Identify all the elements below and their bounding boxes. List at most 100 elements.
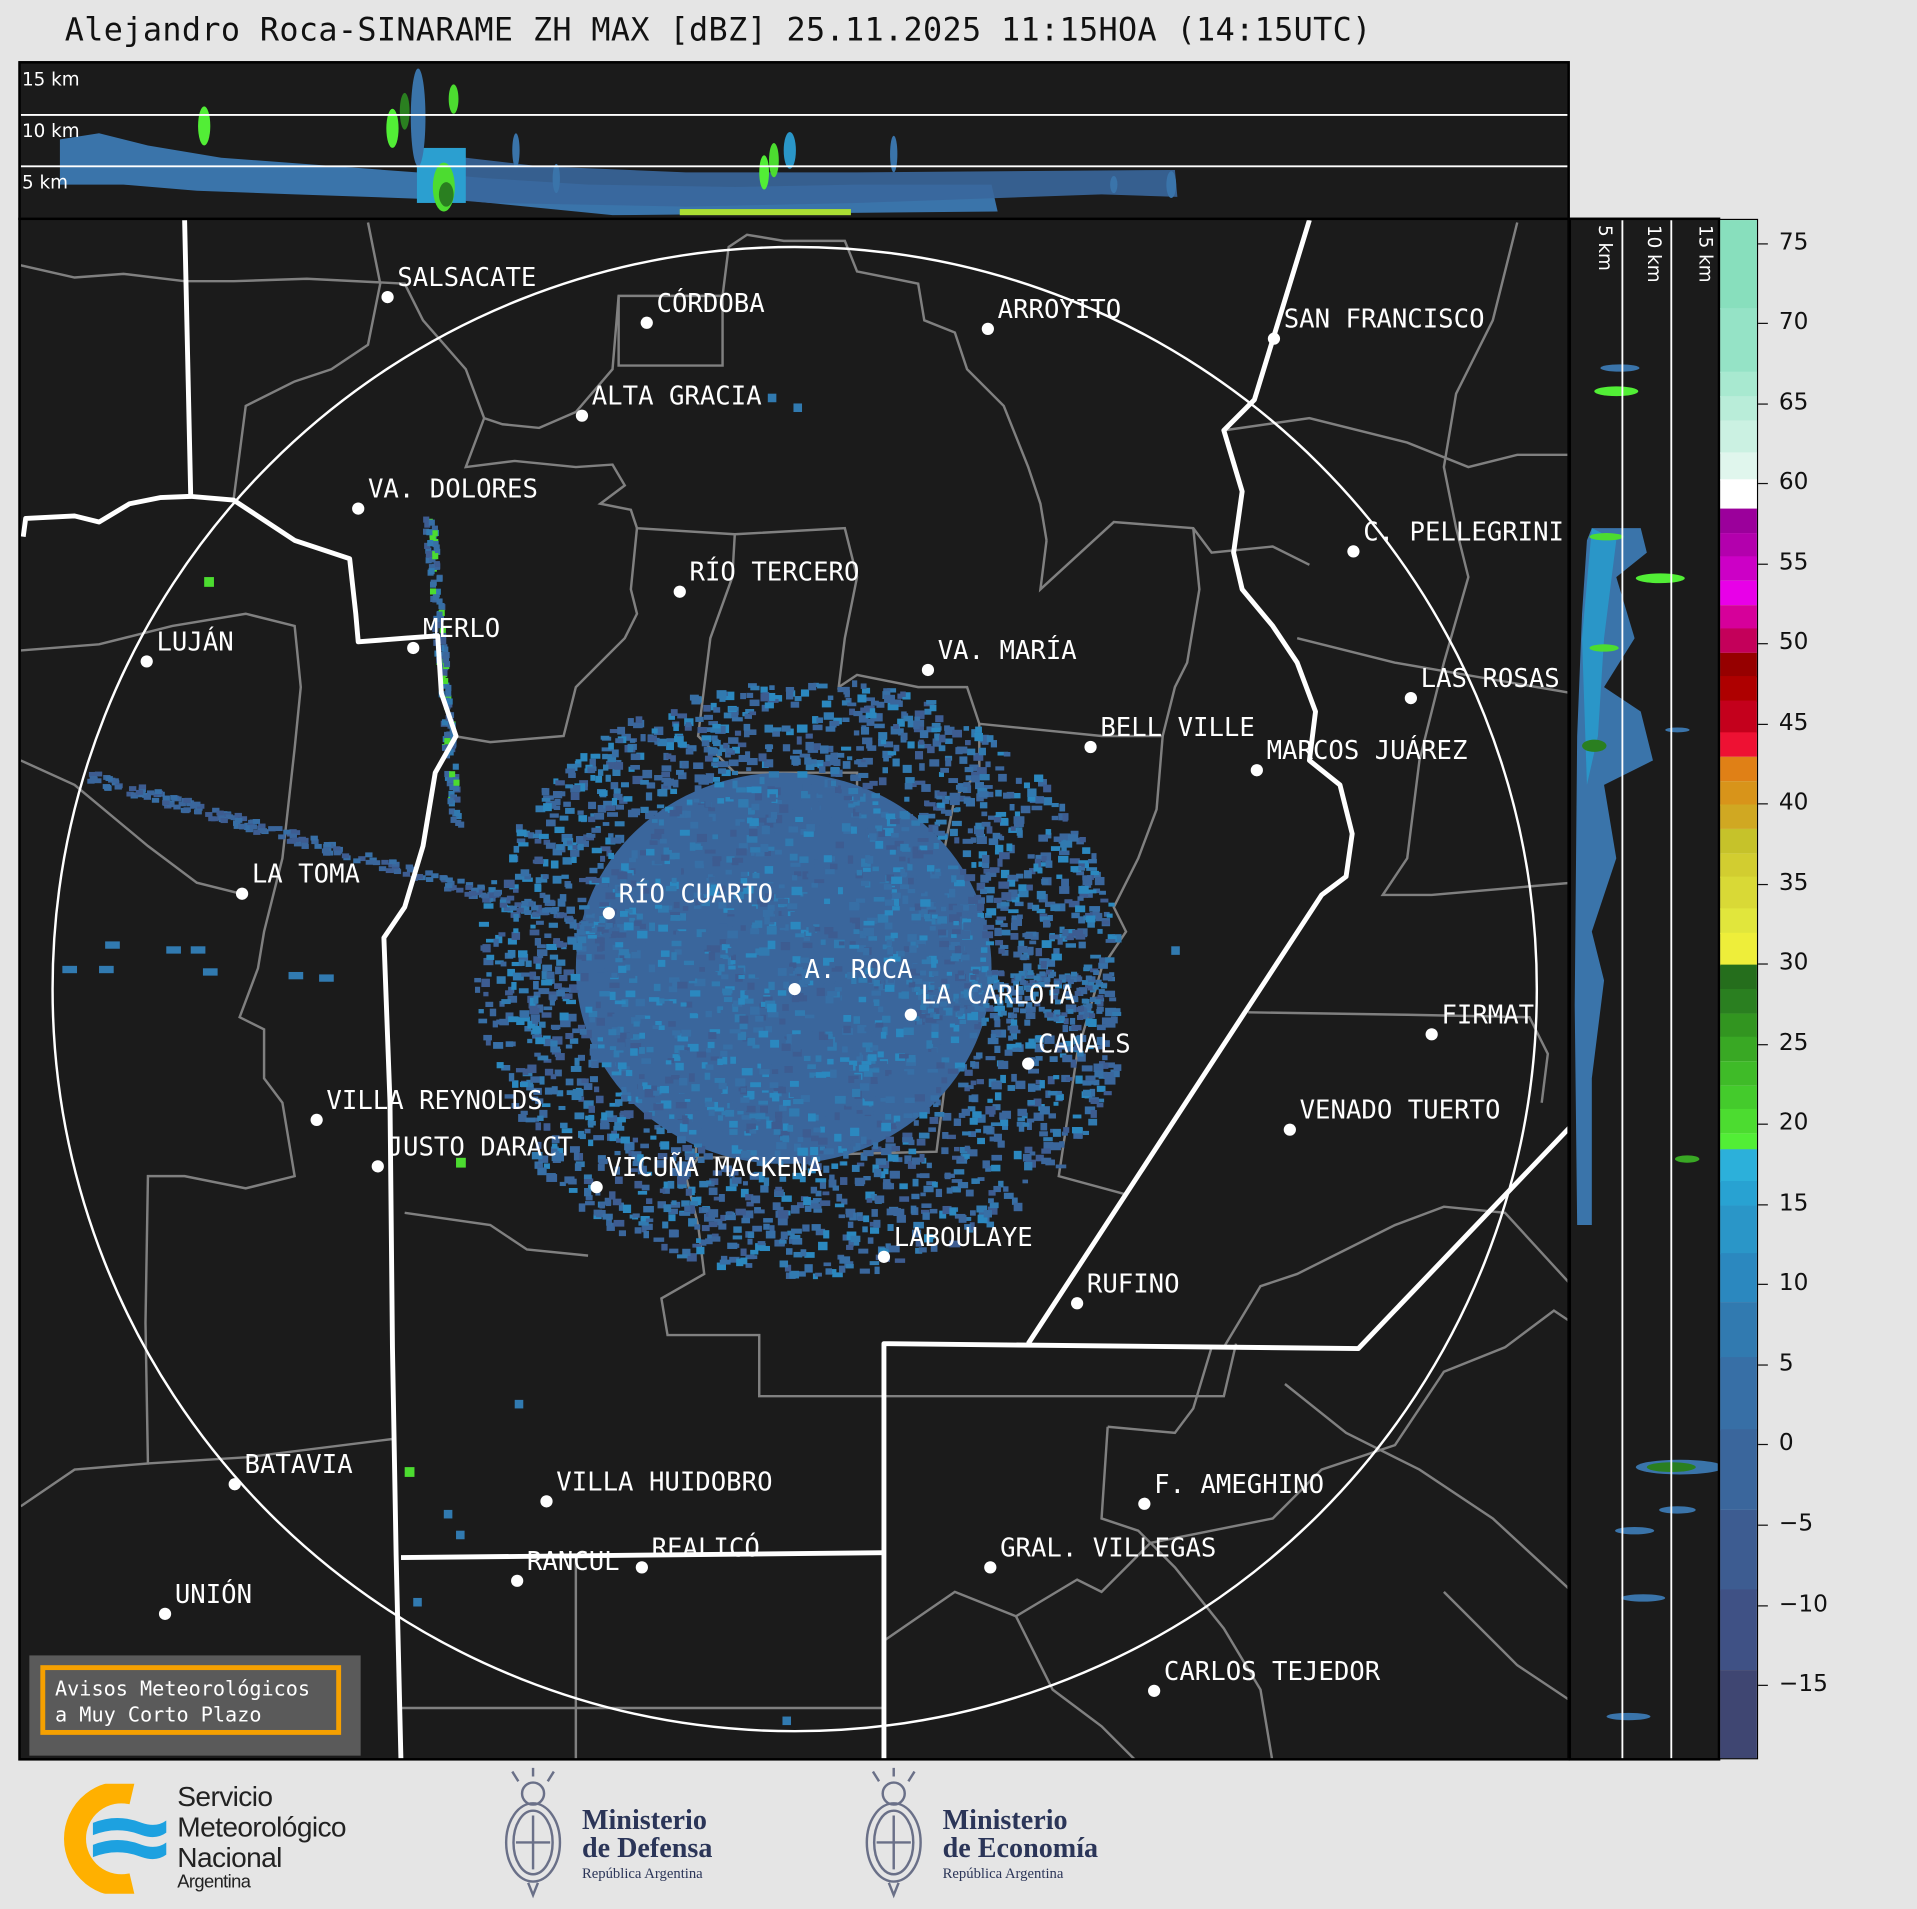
city-marker[interactable]: LA TOMA [235,860,360,900]
echo-pixel [828,1179,837,1188]
echo-pixel [1013,998,1021,1004]
echo-pixel [708,1209,719,1218]
city-marker[interactable]: JUSTO DARACT [371,1132,573,1173]
echo-pixel [764,821,773,825]
echo-pixel [747,1037,756,1046]
city-marker[interactable]: C. PELLEGRINI [1347,517,1564,558]
echo-pixel [691,1084,700,1092]
echo-pixel [1025,1042,1036,1049]
echo-pixel [957,1156,965,1163]
radar-map[interactable]: SALSACATE CÓRDOBA ARROYITO SAN FRANCISCO ALT… [18,217,1570,1761]
echo-pixel [1075,1075,1083,1084]
echo-pixel [782,1716,792,1726]
echo-pixel [869,708,876,716]
echo-pixel [1007,1025,1019,1031]
echo-pixel [819,1182,827,1189]
city-marker[interactable]: A. ROCA [788,955,913,996]
city-marker[interactable]: BATAVIA [228,1450,353,1491]
echo-pixel [1017,1117,1025,1122]
city-marker[interactable]: RANCUL [511,1547,620,1587]
echo-pixel [714,1077,726,1083]
echo-pixel [647,735,657,742]
echo-pixel [554,1069,562,1077]
echo-pixel [781,725,791,732]
echo-pixel [551,1025,560,1030]
city-marker[interactable]: VILLA REYNOLDS [310,1086,543,1127]
echo-pixel [976,1205,988,1213]
echo-pixel [658,1025,665,1030]
city-marker[interactable]: VENADO TUERTO [1283,1096,1501,1136]
echo-core [448,84,459,114]
city-marker[interactable]: RUFINO [1070,1269,1180,1310]
echo-pixel [1070,866,1082,872]
city-marker[interactable]: CANALS [1022,1030,1131,1070]
echo-pixel [543,894,551,903]
echo-pixel [1103,1091,1112,1096]
echo-pixel [682,905,689,911]
echo-pixel [681,761,688,769]
echo-pixel [830,863,838,870]
city-marker[interactable]: MERLO [407,614,500,655]
echo-pixel [447,749,454,756]
echo-pixel [102,784,111,789]
echo-pixel [880,1031,887,1039]
city-marker[interactable]: VILLA HUIDOBRO [540,1467,773,1508]
echo-pixel [754,1207,762,1211]
city-marker[interactable]: CÓRDOBA [640,287,765,329]
echo-pixel [718,901,727,909]
avisos-box[interactable]: Avisos Meteorológicos a Muy Corto Plazo [29,1655,361,1756]
echo-pixel [1110,1016,1118,1024]
city-marker[interactable]: LAS ROSAS [1404,664,1560,705]
city-marker[interactable]: BELL VILLE [1084,713,1255,754]
city-marker[interactable]: RÍO TERCERO [673,556,860,598]
city-marker[interactable]: GRAL. VILLEGAS [984,1533,1216,1574]
echo-pixel [425,877,434,882]
city-marker[interactable]: ARROYITO [981,295,1121,335]
city-marker[interactable]: LA CARLOTA [904,981,1075,1021]
city-marker[interactable]: VICUÑA MACKENA [590,1151,823,1194]
echo-pixel [983,1210,993,1218]
city-marker[interactable]: VA. DOLORES [352,475,538,515]
echo-pixel [614,1099,623,1106]
city-marker[interactable]: CARLOS TEJEDOR [1148,1657,1381,1697]
echo-pixel [852,1088,861,1098]
echo-pixel [701,932,711,939]
echo-pixel [899,1196,910,1202]
city-marker[interactable]: LUJÁN [140,625,234,668]
city-marker[interactable]: VA. MARÍA [921,634,1077,677]
echo-pixel [719,845,728,854]
echo-pixel [1048,1090,1058,1096]
echo-pixel [432,553,439,560]
city-marker[interactable]: REALICÓ [635,1531,760,1574]
echo-pixel [804,1252,815,1258]
echo-pixel [770,1039,780,1048]
city-marker[interactable]: F. AMEGHINO [1138,1470,1324,1510]
echo-pixel [687,1109,696,1118]
echo-pixel [1096,1102,1104,1108]
echo-pixel [928,971,934,977]
city-marker[interactable]: RÍO CUARTO [602,877,773,920]
echo-pixel [988,1198,994,1204]
echo-pixel [914,751,924,760]
echo-pixel [938,771,945,777]
echo-pixel [624,909,633,914]
echo-pixel [1000,1119,1009,1127]
colorbar-bin [1720,1429,1757,1511]
avisos-link[interactable]: Avisos Meteorológicos a Muy Corto Plazo [40,1665,342,1735]
city-marker[interactable]: UNIÓN [158,1578,252,1620]
city-marker[interactable]: LABOULAYE [877,1223,1033,1263]
echo-pixel [638,1221,649,1226]
echo-pixel [878,1006,884,1013]
city-marker[interactable]: SALSACATE [381,263,536,304]
echo-pixel [1000,902,1010,907]
echo-pixel [967,1106,976,1112]
city-marker[interactable]: FIRMAT [1425,1000,1535,1041]
echo-pixel [644,946,654,952]
city-marker[interactable]: ALTA GRACIA [575,382,762,422]
echo-pixel [586,953,592,961]
city-marker[interactable]: MARCOS JUÁREZ [1250,734,1468,777]
echo-pixel [1033,1098,1042,1107]
echo-pixel [611,1130,618,1137]
city-marker[interactable]: SAN FRANCISCO [1267,305,1485,345]
echo-pixel [865,1191,875,1200]
